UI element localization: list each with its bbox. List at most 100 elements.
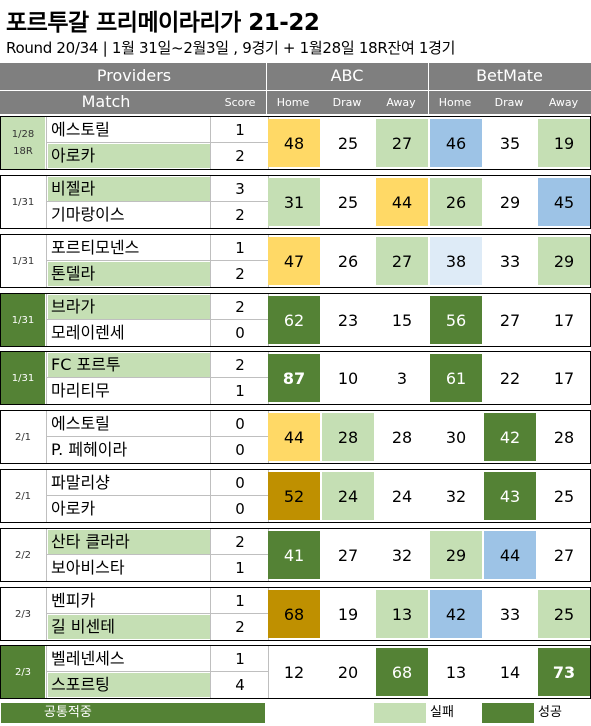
header-bm-away: Away	[548, 96, 579, 109]
bm-draw-prob: 33	[499, 251, 521, 271]
abc-draw-prob: 28	[322, 413, 374, 461]
header-providers: Providers	[96, 66, 172, 85]
team-divider	[46, 613, 268, 614]
away-team-score: 0	[235, 324, 245, 342]
bm-home-prob: 61	[430, 354, 482, 402]
home-team-name: 벨레넨세스	[51, 649, 125, 668]
cell-divider	[210, 470, 211, 522]
match-date: 1/31	[1, 294, 45, 346]
bm-home-prob: 26	[430, 178, 482, 226]
abc-away-prob: 15	[391, 310, 413, 330]
away-team-name: 마리티무	[51, 381, 110, 400]
bm-home-prob: 56	[430, 296, 482, 344]
match-row: 1/31 포르티모넨스 1 톤델라 2 47 26 27 38 33 29	[0, 234, 591, 288]
abc-draw-prob: 19	[337, 604, 359, 624]
bm-draw-prob: 29	[499, 192, 521, 212]
home-team-name: 브라가	[48, 295, 210, 319]
bm-away-prob: 17	[553, 368, 575, 388]
home-team-name: 에스토릴	[51, 120, 110, 139]
cell-divider	[210, 646, 211, 698]
home-team-name: 비젤라	[48, 177, 210, 201]
home-team-score: 3	[235, 180, 245, 198]
team-divider	[46, 260, 268, 261]
cell-divider	[210, 294, 211, 346]
bm-home-prob: 42	[430, 590, 482, 638]
match-date: 2/2	[14, 549, 32, 561]
legend-success-label: 성공	[538, 705, 562, 720]
match-date: 1/31	[11, 196, 35, 208]
cell-divider	[46, 352, 47, 404]
abc-home-prob: 68	[268, 590, 320, 638]
match-row: 1/31 브라가 2 모레이렌세 0 62 23 15 56 27 17	[0, 293, 591, 347]
header-abc-home: Home	[276, 96, 310, 109]
match-date: 1/28 18R	[1, 117, 45, 169]
match-date: 1/31	[11, 255, 35, 267]
abc-draw-prob: 10	[337, 368, 359, 388]
header-match: Match	[81, 92, 131, 111]
away-team-name: 길 비센테	[48, 615, 210, 639]
bm-home-prob: 38	[430, 237, 482, 285]
abc-away-prob: 32	[391, 545, 413, 565]
bm-away-prob: 19	[538, 119, 590, 167]
away-team-name: 스포르팅	[48, 673, 210, 697]
cell-divider	[268, 646, 269, 698]
home-team-score: 2	[235, 533, 245, 551]
abc-draw-prob: 27	[337, 545, 359, 565]
bm-draw-prob: 14	[499, 662, 521, 682]
bm-draw-prob: 44	[484, 531, 536, 579]
cell-divider	[46, 529, 47, 581]
match-row: 2/3 벨레넨세스 1 스포르팅 4 12 20 68 13 14 73	[0, 645, 591, 699]
match-row: 1/31 비젤라 3 기마랑이스 2 31 25 44 26 29 45	[0, 175, 591, 229]
away-team-score: 2	[235, 147, 245, 165]
match-date: 2/1	[14, 431, 32, 443]
abc-draw-prob: 24	[322, 472, 374, 520]
team-divider	[46, 495, 268, 496]
home-team-name: 파말리샹	[51, 473, 110, 492]
match-date: 1/31	[1, 352, 45, 404]
bm-home-prob: 30	[445, 427, 467, 447]
team-divider	[46, 671, 268, 672]
legend-success-swatch	[482, 703, 534, 723]
bm-away-prob: 28	[553, 427, 575, 447]
match-row: 1/28 18R 에스토릴 1 아로카 2 48 25 27 46 35 19	[0, 116, 591, 170]
abc-away-prob: 28	[391, 427, 413, 447]
home-team-score: 1	[235, 121, 245, 139]
cell-divider	[210, 588, 211, 640]
away-team-name: 모레이렌세	[51, 323, 125, 342]
abc-home-prob: 41	[268, 531, 320, 579]
bm-home-prob: 29	[430, 531, 482, 579]
cell-divider	[210, 176, 211, 228]
abc-draw-prob: 23	[337, 310, 359, 330]
cell-divider	[46, 470, 47, 522]
match-date: 2/1	[14, 490, 32, 502]
bm-draw-prob: 35	[499, 133, 521, 153]
cell-divider	[46, 176, 47, 228]
cell-divider	[46, 294, 47, 346]
home-team-score: 0	[235, 474, 245, 492]
bm-draw-prob: 42	[484, 413, 536, 461]
cell-divider	[210, 117, 211, 169]
home-team-score: 2	[235, 298, 245, 316]
away-team-score: 0	[235, 500, 245, 518]
away-team-score: 2	[235, 206, 245, 224]
round-subtitle: Round 20/34 | 1월 31일~2월3일 , 9경기 + 1월28일 …	[6, 39, 456, 57]
away-team-name: 보아비스타	[51, 558, 125, 577]
abc-draw-prob: 26	[337, 251, 359, 271]
bm-draw-prob: 27	[499, 310, 521, 330]
match-date: 2/3	[1, 646, 45, 698]
match-date: 2/3	[14, 608, 32, 620]
bm-away-prob: 17	[553, 310, 575, 330]
away-team-score: 4	[235, 676, 245, 694]
bm-draw-prob: 33	[499, 604, 521, 624]
legend-common-label: 공통적중	[44, 705, 92, 720]
abc-home-prob: 62	[268, 296, 320, 344]
team-divider	[46, 201, 268, 202]
bm-away-prob: 45	[538, 178, 590, 226]
away-team-name: P. 페헤이라	[51, 440, 128, 459]
abc-home-prob: 52	[268, 472, 320, 520]
team-divider	[46, 377, 268, 378]
header-score: Score	[224, 96, 256, 109]
home-team-name: 에스토릴	[51, 414, 110, 433]
bm-home-prob: 13	[445, 662, 467, 682]
abc-away-prob: 27	[376, 119, 428, 167]
